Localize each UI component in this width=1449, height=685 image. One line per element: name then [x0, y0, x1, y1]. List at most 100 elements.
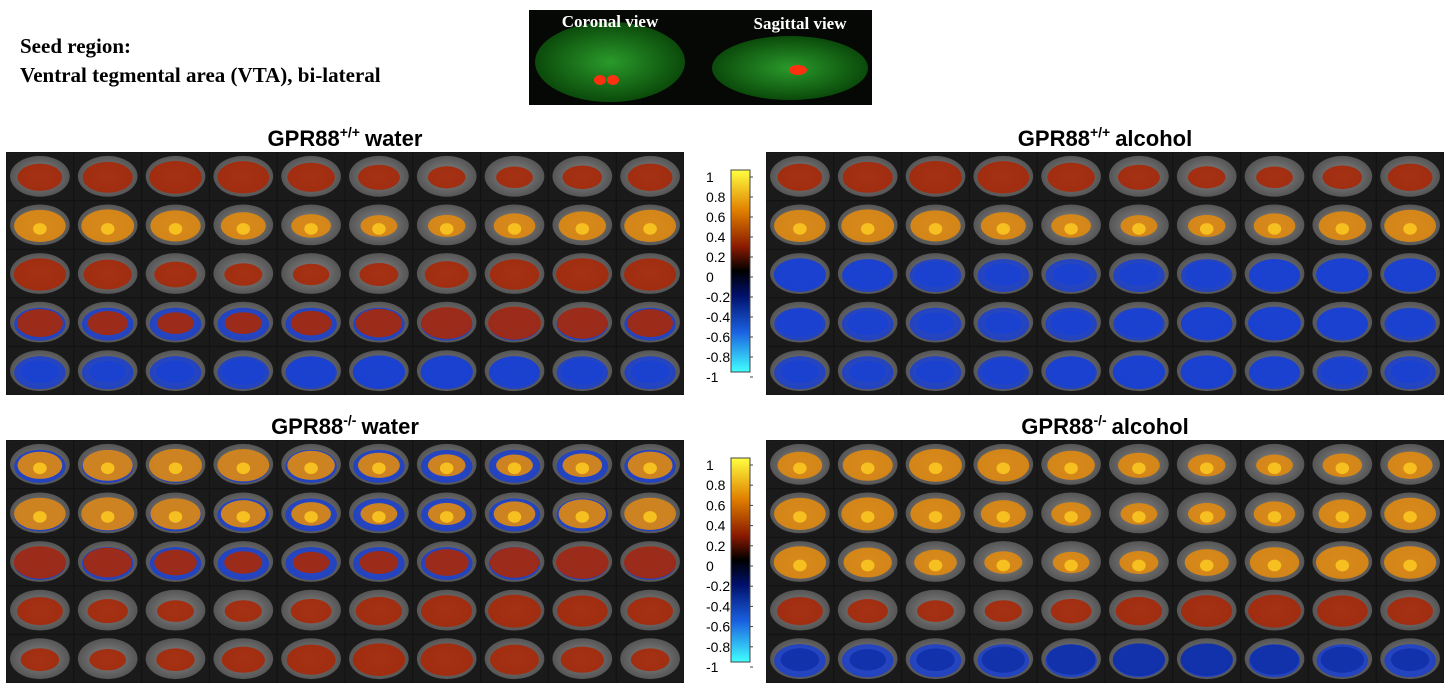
corr-blob	[224, 263, 263, 286]
peak-blob	[643, 511, 657, 523]
colorbar-tick-label: -0.4	[706, 309, 730, 325]
corr-blob	[359, 262, 399, 287]
peak-blob	[860, 511, 875, 523]
peak-blob	[1064, 559, 1078, 572]
corr-blob	[156, 600, 195, 622]
corr-blob	[1315, 258, 1369, 291]
corr-blob	[776, 309, 823, 338]
peak-blob	[996, 223, 1011, 235]
corr-blob	[1250, 356, 1299, 387]
peak-blob	[1199, 559, 1214, 572]
colorbar-tick-label: -0.8	[706, 639, 730, 655]
corr-blob	[914, 261, 957, 288]
corr-blob	[292, 263, 330, 286]
gene: GPR88	[1021, 414, 1093, 439]
corr-blob	[16, 309, 63, 338]
slice-panel	[766, 440, 1444, 683]
corr-blob	[1320, 358, 1364, 385]
peak-blob	[1064, 223, 1078, 235]
peak-blob	[1132, 559, 1146, 572]
colorbar-tick-label: -0.2	[706, 289, 730, 305]
peak-blob	[928, 223, 943, 235]
peak-blob	[33, 462, 47, 475]
corr-blob	[1384, 258, 1437, 291]
peak-blob	[643, 223, 657, 235]
corr-blob	[352, 355, 406, 389]
peak-blob	[793, 511, 807, 523]
peak-blob	[168, 462, 183, 475]
corr-blob	[981, 358, 1025, 385]
corr-blob	[424, 549, 469, 576]
peak-blob	[1403, 223, 1417, 235]
corr-blob	[359, 550, 399, 575]
corr-blob	[13, 258, 66, 291]
peak-blob	[439, 462, 454, 475]
corr-blob	[847, 311, 888, 336]
corr-blob	[1046, 356, 1096, 387]
peak-blob	[439, 511, 454, 523]
corr-blob	[290, 598, 332, 624]
colorbar-tick-label: 1	[706, 169, 714, 185]
corr-blob	[1117, 164, 1160, 190]
corr-blob	[489, 547, 540, 578]
corr-blob	[87, 311, 128, 336]
peak-blob	[575, 462, 590, 475]
peak-blob	[304, 223, 318, 235]
peak-blob	[304, 511, 318, 523]
peak-blob	[793, 559, 807, 572]
corr-blob	[427, 166, 466, 189]
corr-blob	[916, 648, 955, 672]
corr-blob	[1249, 259, 1300, 290]
colorbar-tick-label: 0.2	[706, 249, 726, 265]
corr-blob	[224, 312, 262, 335]
corr-blob	[916, 600, 955, 622]
peak-blob	[575, 511, 590, 523]
peak-blob	[996, 559, 1011, 572]
seed-image	[529, 10, 872, 105]
colorbar-tick-label: 0.6	[706, 209, 726, 225]
corr-blob	[16, 597, 63, 626]
slice-panel	[766, 152, 1444, 395]
peak-blob	[236, 511, 251, 523]
peak-blob	[1267, 462, 1282, 475]
colorbar-tick-label: 0.4	[706, 518, 726, 534]
peak-blob	[793, 462, 807, 475]
corr-blob	[1180, 643, 1233, 677]
corr-blob	[89, 649, 127, 671]
corr-blob	[496, 166, 533, 189]
peak-blob	[928, 559, 943, 572]
corr-blob	[82, 161, 133, 193]
corr-blob	[1180, 355, 1233, 389]
corr-blob	[849, 361, 887, 383]
corr-blob	[290, 310, 332, 336]
corr-blob	[1115, 308, 1163, 338]
colorbar-tick-label: 0.6	[706, 497, 726, 513]
corr-blob	[842, 161, 893, 193]
corr-blob	[555, 546, 609, 579]
panel-title: GPR88+/+ water	[268, 124, 423, 151]
peak-blob	[928, 462, 943, 475]
condition: alcohol	[1112, 414, 1189, 439]
corr-blob	[156, 648, 195, 672]
corr-blob	[1187, 166, 1226, 189]
peak-blob	[643, 462, 657, 475]
peak-blob	[372, 462, 386, 475]
corr-blob	[13, 546, 66, 579]
corr-blob	[87, 599, 128, 624]
colorbar-tick-label: 0.8	[706, 477, 726, 493]
corr-blob	[984, 600, 1022, 623]
corr-blob	[984, 312, 1022, 335]
corr-blob	[1115, 596, 1163, 626]
corr-blob	[776, 597, 823, 626]
corr-blob	[1316, 307, 1368, 339]
seed-region: Ventral tegmental area (VTA), bi-lateral	[20, 63, 381, 87]
genotype: +/+	[1090, 124, 1110, 140]
peak-blob	[928, 511, 943, 523]
corr-blob	[1387, 163, 1433, 191]
colorbar	[730, 169, 751, 373]
peak-blob	[1064, 511, 1078, 523]
corr-blob	[224, 551, 263, 574]
seed-label: Seed region:	[20, 34, 131, 58]
colorbar-tick-label: 0	[706, 558, 714, 574]
corr-blob	[843, 259, 892, 290]
